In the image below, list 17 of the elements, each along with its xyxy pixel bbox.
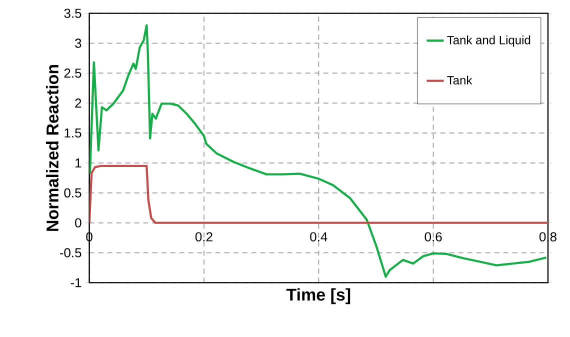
x-tick-label: 0.6	[424, 232, 442, 242]
y-tick-label: -0.5	[60, 248, 82, 258]
legend-label: Tank	[447, 76, 472, 85]
x-tick-label: 0.2	[195, 232, 212, 242]
x-axis-title: Time [s]	[286, 288, 350, 304]
y-tick-label: 0	[75, 218, 82, 228]
y-tick-label: 2.5	[64, 68, 82, 78]
x-tick-label: 0.4	[310, 232, 328, 242]
y-tick-label: 3	[75, 38, 82, 48]
y-tick-label: -1	[70, 278, 82, 288]
legend-label: Tank and Liquid	[447, 36, 530, 47]
y-tick-label: 1	[76, 158, 82, 168]
y-tick-label: 0.5	[64, 188, 82, 198]
y-tick-label: 1.5	[64, 128, 82, 138]
y-tick-label: 2	[75, 98, 82, 108]
y-tick-label: 3.5	[64, 8, 82, 18]
y-axis-title: Normalized Reaction	[46, 64, 59, 231]
